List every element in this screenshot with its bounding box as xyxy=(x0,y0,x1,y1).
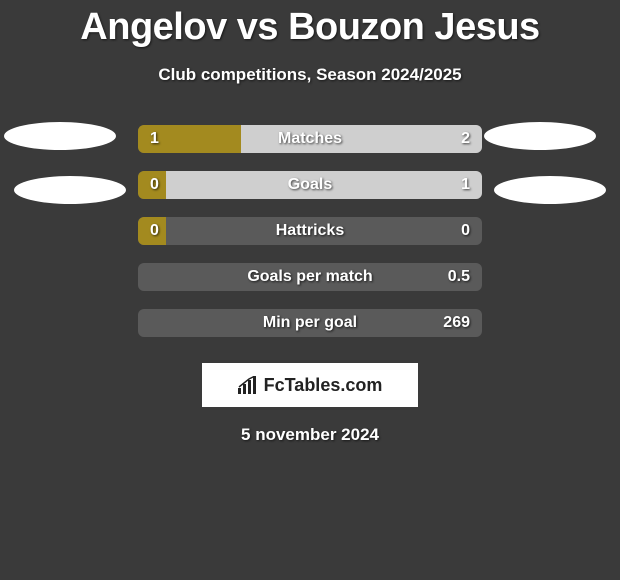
stat-label: Goals per match xyxy=(138,263,482,291)
stat-row: 01Goals xyxy=(0,171,620,217)
stat-row: 0.5Goals per match xyxy=(0,263,620,309)
stats-section: 12Matches01Goals00Hattricks0.5Goals per … xyxy=(0,125,620,355)
stat-label: Min per goal xyxy=(138,309,482,337)
stat-row: 12Matches xyxy=(0,125,620,171)
page-title: Angelov vs Bouzon Jesus xyxy=(0,0,620,49)
stat-row: 00Hattricks xyxy=(0,217,620,263)
stat-label: Matches xyxy=(138,125,482,153)
stat-label: Goals xyxy=(138,171,482,199)
stat-label: Hattricks xyxy=(138,217,482,245)
logo-label: FcTables.com xyxy=(264,375,383,396)
subtitle: Club competitions, Season 2024/2025 xyxy=(0,65,620,85)
source-logo: FcTables.com xyxy=(202,363,418,407)
date-label: 5 november 2024 xyxy=(0,425,620,445)
chart-icon xyxy=(238,376,258,394)
stat-row: 269Min per goal xyxy=(0,309,620,355)
logo-text: FcTables.com xyxy=(238,375,383,396)
comparison-container: Angelov vs Bouzon Jesus Club competition… xyxy=(0,0,620,445)
